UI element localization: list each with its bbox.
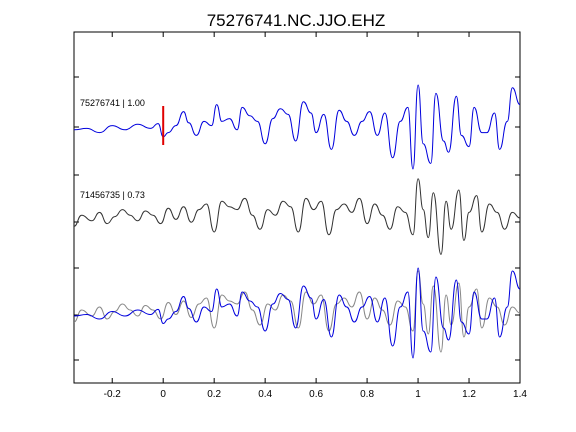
master-trace-overlay	[73, 267, 521, 359]
x-tick-label-0: -0.2	[104, 389, 122, 400]
x-tick-label-1: 0	[160, 389, 166, 400]
trace-label-master: 75276741 | 1.00	[80, 98, 145, 108]
x-tick-label-2: 0.2	[207, 389, 221, 400]
chart-title: 75276741.NC.JJO.EHZ	[207, 11, 386, 30]
y-ticks	[74, 76, 520, 361]
x-tick-label-8: 1.4	[513, 389, 527, 400]
x-tick-label-4: 0.6	[309, 389, 323, 400]
trace-label-neighbor: 71456735 | 0.73	[80, 190, 145, 200]
x-tick-label-5: 0.8	[360, 389, 374, 400]
neighbor-trace-middle	[73, 178, 521, 255]
neighbor-trace-overlay	[73, 270, 521, 353]
x-axis: -0.2 0 0.2 0.4 0.6 0.8 1 1.2 1.4	[104, 32, 527, 400]
master-trace-top	[73, 84, 521, 170]
x-tick-label-7: 1.2	[462, 389, 476, 400]
x-tick-label-6: 1	[415, 389, 421, 400]
x-tick-label-3: 0.4	[258, 389, 272, 400]
traces	[73, 84, 521, 359]
plot-frame	[73, 31, 521, 384]
